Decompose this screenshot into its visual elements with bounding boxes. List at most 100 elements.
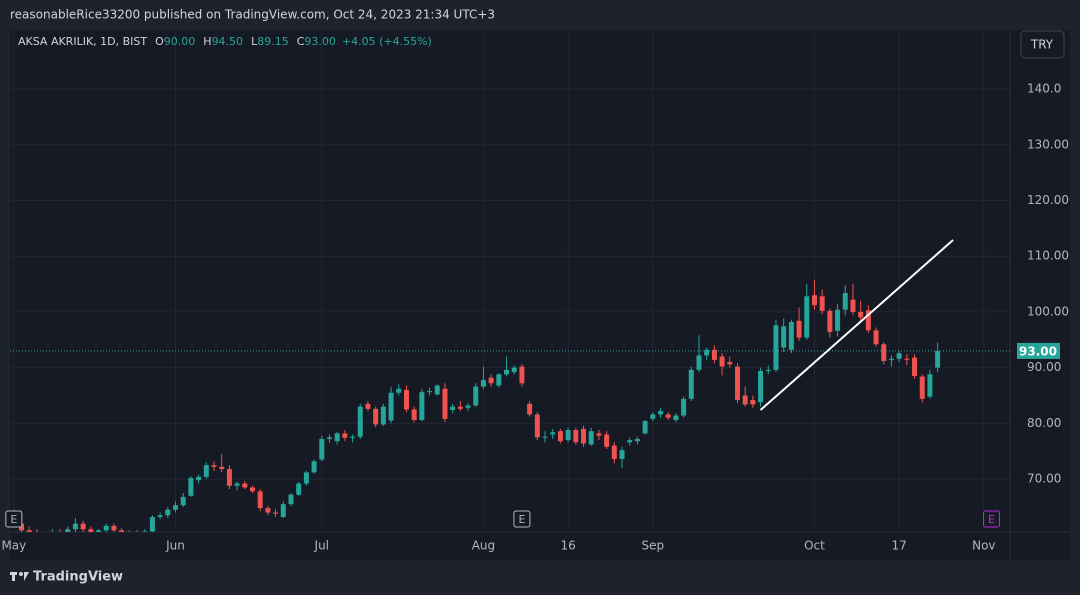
change: +4.05 (+4.55%) <box>342 35 432 48</box>
candle-body <box>904 358 910 360</box>
candle-body <box>180 496 186 506</box>
event-label: E <box>988 513 995 526</box>
candle-body <box>196 476 202 481</box>
legend: AKSA AKRILIK, 1D, BIST O90.00 H94.50 L89.15… <box>18 35 432 48</box>
candle-body <box>842 292 848 310</box>
candle-body <box>719 356 725 367</box>
candle-body <box>534 414 540 438</box>
candle-body <box>142 531 148 532</box>
candle-body <box>72 523 78 530</box>
candle-body <box>504 369 510 375</box>
x-tick-label: Aug <box>472 539 495 553</box>
candle-body <box>334 433 340 442</box>
candle-body <box>280 504 286 517</box>
brand: TradingView <box>33 570 123 585</box>
symbol: AKSA AKRILIK, 1D, BIST <box>18 35 147 48</box>
candle-body <box>581 428 587 444</box>
candle-body <box>927 374 933 397</box>
candle-body <box>203 465 209 477</box>
y-tick-label: 100.00 <box>1027 304 1069 318</box>
candle-body <box>750 399 756 405</box>
last-price-label: 93.00 <box>1019 344 1057 358</box>
candle-body <box>781 326 787 348</box>
candle-body <box>350 436 356 438</box>
candle-body <box>865 310 871 331</box>
candle-body <box>804 296 810 338</box>
ohlc-key: O <box>155 35 164 48</box>
candle-body <box>681 398 687 416</box>
candle-body <box>557 431 563 442</box>
x-tick-label: 16 <box>560 539 575 553</box>
candle-body <box>403 389 409 410</box>
candle-body <box>373 408 379 425</box>
y-tick-label: 130.00 <box>1027 137 1069 151</box>
candle-body <box>234 483 240 486</box>
x-tick-label: Sep <box>641 539 664 553</box>
candle-body <box>665 414 671 418</box>
candle-body <box>835 309 841 331</box>
candle-body <box>219 466 225 470</box>
ohlc-value: 89.15 <box>257 35 289 48</box>
candle-body <box>188 477 194 496</box>
candle-body <box>627 440 633 443</box>
candle-body <box>311 461 317 473</box>
x-tick-label: Jun <box>165 539 185 553</box>
candle-body <box>588 431 594 445</box>
candle-body <box>473 386 479 406</box>
candle-body <box>519 366 525 384</box>
candle-body <box>388 392 394 421</box>
ohlc-value: 94.50 <box>212 35 244 48</box>
event-marker <box>5 510 23 528</box>
candle-body <box>173 505 179 510</box>
event-marker <box>513 510 531 528</box>
candle-body <box>696 355 702 370</box>
header: reasonableRice33200 published on Trading… <box>10 8 495 22</box>
candle-body <box>226 469 232 486</box>
candle-body <box>511 367 517 373</box>
currency[interactable]: TRY <box>1030 38 1054 52</box>
candle-body <box>488 377 494 384</box>
candle-body <box>881 344 887 361</box>
candle-body <box>326 437 332 439</box>
candle-body <box>688 369 694 399</box>
candle-body <box>758 370 764 403</box>
candle-body <box>742 395 748 405</box>
candle-body <box>480 379 486 387</box>
candle-body <box>765 369 771 371</box>
last-price-box <box>1017 342 1060 359</box>
candle-body <box>650 414 656 419</box>
x-tick-label: 17 <box>892 539 907 553</box>
candle-body <box>850 299 856 312</box>
candle-body <box>296 483 302 495</box>
candle-body <box>496 374 502 386</box>
candle-body <box>96 530 102 532</box>
candle-body <box>288 494 294 505</box>
candle-body <box>596 433 602 436</box>
candle-body <box>434 385 440 395</box>
candle-body <box>611 445 617 460</box>
candle-body <box>935 350 941 368</box>
ohlc-value: 90.00 <box>164 35 196 48</box>
candle-body <box>303 472 309 484</box>
candle-body <box>642 421 648 434</box>
candle-body <box>711 349 717 360</box>
candle-body <box>103 525 109 531</box>
candle-body <box>457 406 463 409</box>
candle-body <box>604 434 610 447</box>
currency-button[interactable] <box>1020 30 1065 59</box>
candle-body <box>157 515 163 517</box>
y-tick-label: 110.00 <box>1027 249 1069 263</box>
candle-body <box>380 406 386 425</box>
candle-body <box>888 358 894 360</box>
trendline <box>759 239 954 411</box>
candle-body <box>550 432 556 435</box>
candle-body <box>796 320 802 338</box>
candle-body <box>727 362 733 365</box>
candle-body <box>573 430 579 443</box>
event-marker <box>983 510 1001 528</box>
candle-body <box>565 430 571 441</box>
candle-body <box>165 509 171 516</box>
candle-body <box>450 406 456 410</box>
candle-body <box>658 411 664 415</box>
candle-body <box>319 438 325 460</box>
